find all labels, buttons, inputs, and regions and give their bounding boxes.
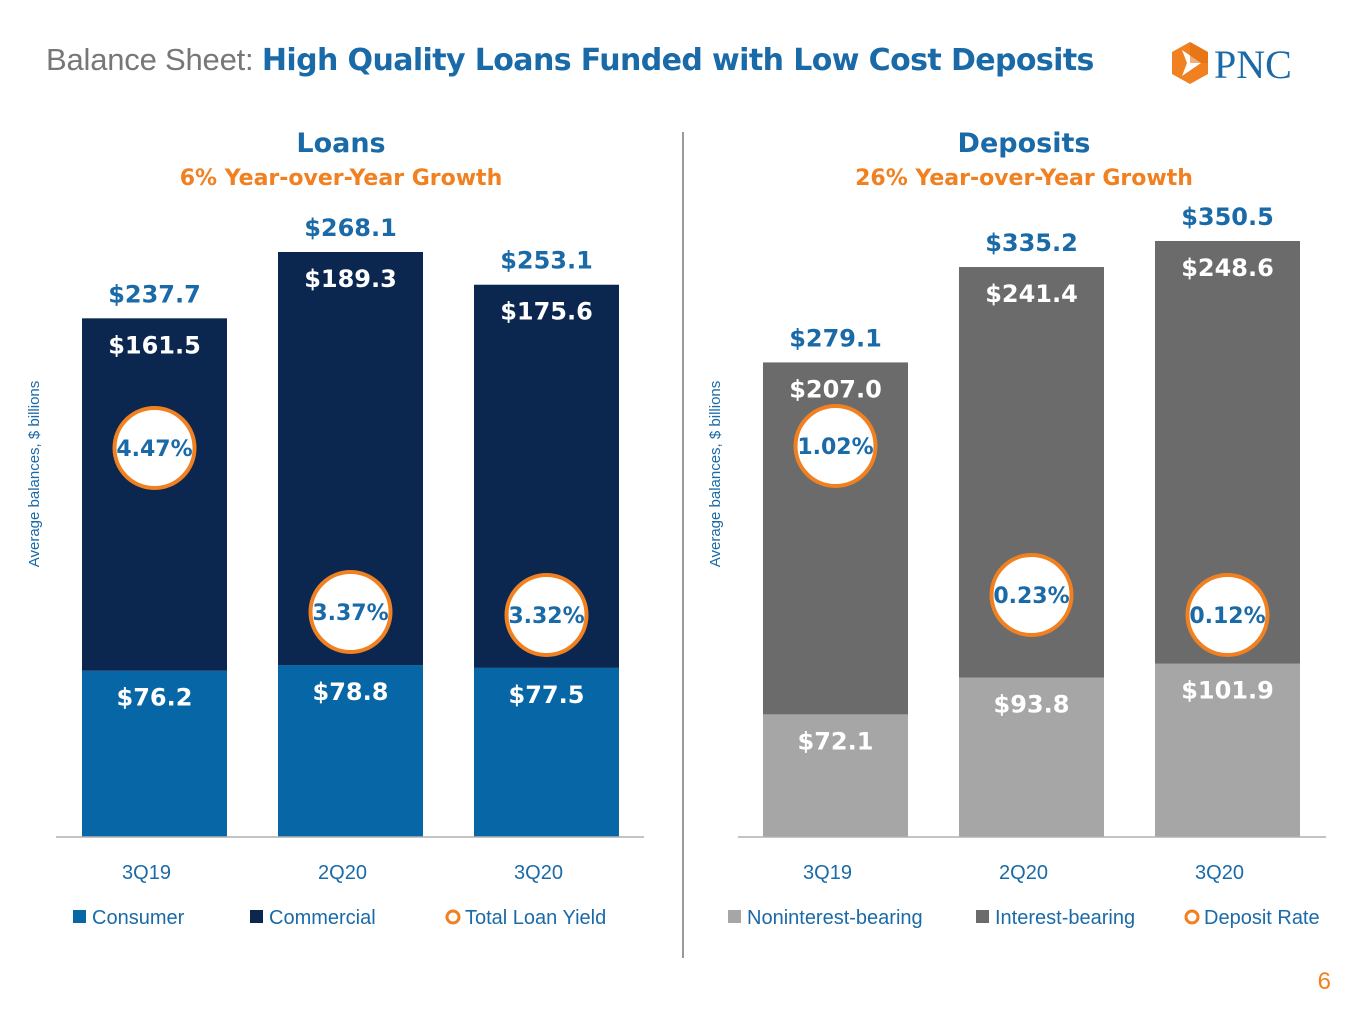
deposits-subtitle: 26% Year-over-Year Growth [855,166,1193,191]
deposits-rate-label: 0.23% [993,584,1069,609]
loans-value-label-upper: $161.5 [108,331,201,359]
deposits-rate-circle [1185,573,1270,657]
deposits-bar-noninterest-bearing-2q20 [959,677,1104,837]
loans-title: Loans [296,128,385,159]
deposits-rate-circle [793,404,878,488]
deposits-x-tick-label: 2Q20 [999,862,1048,884]
deposits-legend-label: Deposit Rate [1204,907,1320,929]
loans-x-tick-label: 3Q20 [514,862,563,884]
deposits-value-label-upper: $241.4 [985,280,1078,308]
page-number: 6 [1317,968,1331,995]
loans-legend-swatch [250,910,263,923]
deposits-rate-label: 1.02% [797,435,873,460]
deposits-legend-rate-marker [1184,909,1200,925]
loans-total-label: $253.1 [500,247,593,275]
deposits-y-axis-label: Average balances, $ billions [707,381,724,568]
deposits-rate-label: 0.12% [1189,604,1265,629]
loans-legend-rate-marker [445,909,461,925]
deposits-title: Deposits [958,128,1091,159]
deposits-value-label-upper: $248.6 [1181,254,1274,282]
deposits-value-label-lower: $101.9 [1181,677,1274,705]
deposits-legend-swatch [976,910,989,923]
loans-value-label-lower: $78.8 [313,678,389,706]
loans-subtitle: 6% Year-over-Year Growth [180,166,503,191]
loans-rate-circle [112,406,197,490]
deposits-total-label: $279.1 [789,324,882,352]
deposits-total-label: $335.2 [985,229,1078,257]
loans-value-label-lower: $76.2 [117,684,193,712]
title-main: High Quality Loans Funded with Low Cost … [261,43,1095,78]
loans-rate-circle [504,573,589,657]
loans-legend-label: Total Loan Yield [465,907,606,929]
loans-chart: Loans 6% Year-over-Year Growth Average b… [26,128,644,929]
deposits-legend-label: Interest-bearing [995,907,1135,929]
loans-total-label: $237.7 [108,280,201,308]
loans-bar-consumer-3q20 [474,667,619,837]
loans-y-axis-label: Average balances, $ billions [26,381,43,568]
deposits-rate-circle [989,553,1074,637]
loans-legend-label: Consumer [92,907,185,929]
title-prefix: Balance Sheet: [46,42,254,77]
deposits-value-label-lower: $93.8 [994,690,1070,718]
deposits-value-label-upper: $207.0 [789,375,882,403]
loans-rate-label: 3.32% [508,604,584,629]
loans-bar-commercial-3q19 [82,318,227,671]
loans-value-label-upper: $175.6 [500,298,593,326]
loans-x-tick-label: 3Q19 [122,862,171,884]
pnc-logo: PNC [1172,42,1292,86]
loans-value-label-upper: $189.3 [304,265,397,293]
loans-rate-circle [308,570,393,654]
loans-rate-label: 3.37% [312,601,388,626]
slide-title: Balance Sheet: High Quality Loans Funded… [46,42,1094,78]
deposits-x-tick-label: 3Q19 [803,862,852,884]
deposits-legend-swatch [728,910,741,923]
loans-rate-label: 4.47% [116,437,192,462]
deposits-bar-noninterest-bearing-3q20 [1155,663,1300,837]
deposits-x-tick-label: 3Q20 [1195,862,1244,884]
deposits-bar-noninterest-bearing-3q19 [763,714,908,837]
panel-divider [682,132,684,958]
loans-value-label-lower: $77.5 [509,681,585,709]
loans-x-tick-label: 2Q20 [318,862,367,884]
loans-total-label: $268.1 [304,214,397,242]
loans-bar-consumer-2q20 [278,665,423,837]
deposits-total-label: $350.5 [1181,203,1274,231]
loans-legend-label: Commercial [269,907,376,929]
loans-legend-swatch [73,910,86,923]
logo-text: PNC [1214,42,1292,86]
deposits-value-label-lower: $72.1 [798,727,874,755]
loans-bar-consumer-3q19 [82,670,227,837]
deposits-legend-label: Noninterest-bearing [747,907,923,929]
